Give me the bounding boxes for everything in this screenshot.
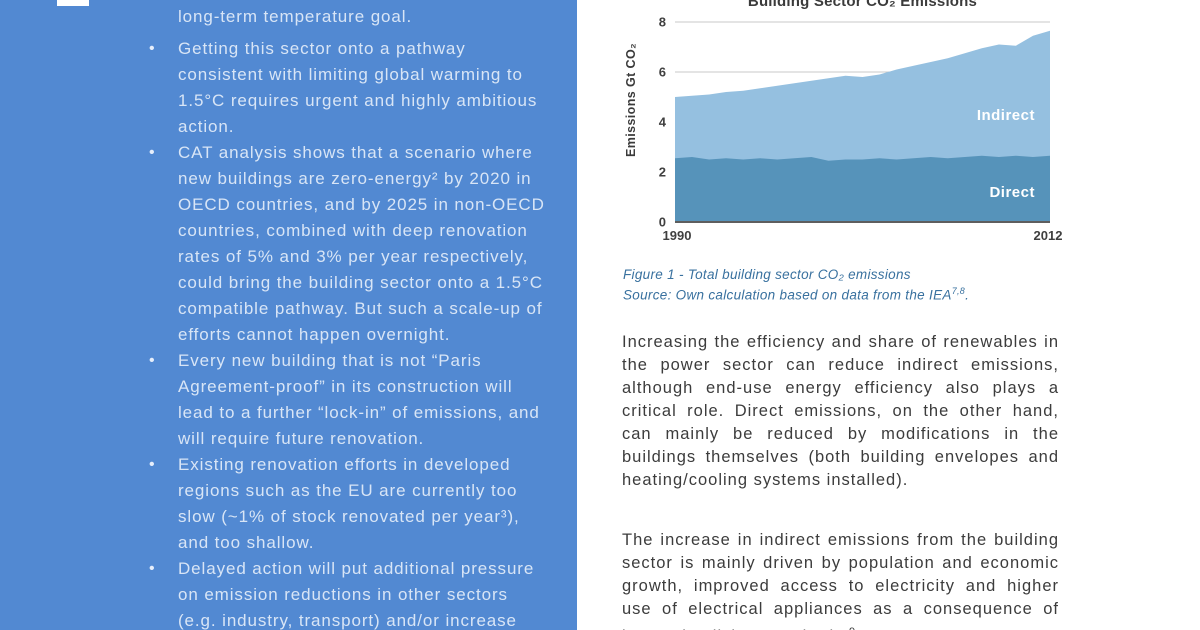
paragraph-indirect-growth-text: The increase in indirect emissions from … xyxy=(622,530,1059,630)
bullet-item: Every new building that is not “Paris Ag… xyxy=(145,348,545,452)
caption-line1: Figure 1 - Total building sector CO₂ emi… xyxy=(623,267,911,282)
caption-line2-period: . xyxy=(965,287,970,303)
svg-text:Indirect: Indirect xyxy=(977,107,1035,124)
caption-line2-text: Source: Own calculation based on data fr… xyxy=(623,287,952,303)
figure-caption: Figure 1 - Total building sector CO₂ emi… xyxy=(623,266,1060,304)
caption-line2: Source: Own calculation based on data fr… xyxy=(623,283,1060,304)
bullet-item: CAT analysis shows that a scenario where… xyxy=(145,140,545,348)
key-points-content: long-term temperature goal. Getting this… xyxy=(145,4,545,630)
key-points-panel: long-term temperature goal. Getting this… xyxy=(0,0,577,630)
chart-title: Building Sector CO₂ Emissions xyxy=(747,0,978,10)
svg-text:Direct: Direct xyxy=(989,184,1035,201)
svg-text:0: 0 xyxy=(659,215,666,230)
svg-text:2012: 2012 xyxy=(1034,228,1062,243)
caption-footnote-ref: 7,8 xyxy=(951,286,966,296)
continued-text-line: long-term temperature goal. xyxy=(178,7,413,26)
svg-text:2: 2 xyxy=(659,165,666,180)
bullet-item: Delayed action will put additional press… xyxy=(145,556,545,630)
paragraph-efficiency: Increasing the efficiency and share of r… xyxy=(622,332,1059,489)
paragraph-indirect-growth: The increase in indirect emissions from … xyxy=(622,529,1059,630)
bullet-item: Getting this sector onto a pathway consi… xyxy=(145,36,545,140)
emissions-chart-svg: 0 2 4 6 8 1990 2012 Emissions Gt CO₂ Direct Indir… xyxy=(624,15,1062,244)
svg-text:1990: 1990 xyxy=(663,228,692,243)
svg-text:4: 4 xyxy=(659,115,667,130)
svg-text:8: 8 xyxy=(659,15,666,30)
svg-text:6: 6 xyxy=(659,65,666,80)
bullet-item: Existing renovation efforts in developed… xyxy=(145,452,545,556)
svg-text:Emissions Gt CO₂: Emissions Gt CO₂ xyxy=(624,43,638,157)
bullet-list: Getting this sector onto a pathway consi… xyxy=(145,36,545,630)
paragraph-footnote-ref: 9 xyxy=(849,626,856,630)
chart-figure: Building Sector CO₂ Emissions 0 2 4 6 8 1990 2… xyxy=(622,0,1062,250)
cropped-graphic-block xyxy=(57,0,89,6)
